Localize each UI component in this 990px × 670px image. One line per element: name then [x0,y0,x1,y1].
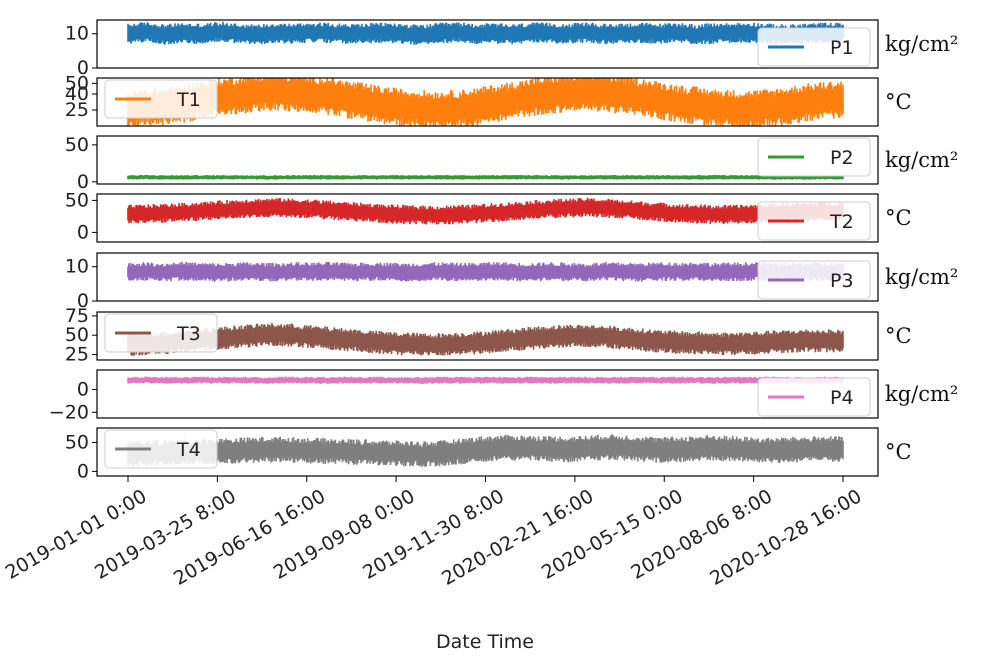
legend-p2: P2 [758,138,870,176]
series-t3-trace [128,323,843,356]
y-tick-label: −20 [49,401,89,423]
series-p3-trace [128,262,843,282]
legend-label: P1 [830,37,854,59]
series-t4-trace [128,434,843,467]
unit-label: °C [885,440,912,464]
legend-label: T4 [176,439,201,461]
unit-label: kg/cm² [885,265,958,289]
y-tick-label: 50 [65,431,89,453]
unit-label: °C [885,206,912,230]
y-tick-label: 50 [65,189,89,211]
legend-label: P3 [830,270,854,292]
panel-t2: 0 50 °C T2 [65,189,912,243]
series-p4-trace [128,377,843,384]
series-t1-trace [128,73,843,128]
y-tick-label: 50 [65,134,89,156]
unit-label: °C [885,90,912,114]
legend-t2: T2 [758,202,870,240]
y-tick-label: 10 [65,23,89,45]
legend-t1: T1 [105,80,217,118]
legend-label: T2 [829,211,854,233]
series-t2-trace [128,198,843,225]
x-tick-label: 2020-10-28 16:00 [706,485,865,590]
legend-t4: T4 [105,430,217,468]
unit-label: kg/cm² [885,148,958,172]
legend-p4: P4 [758,378,870,416]
x-axis-label: Date Time [436,631,534,653]
unit-label: kg/cm² [885,382,958,406]
panel-t4: 0 50 °C T4 [65,428,912,482]
y-tick-label: 10 [65,256,89,278]
legend-label: T1 [176,89,201,111]
y-tick-label: 0 [77,378,89,400]
x-tick-label: 2020-02-21 16:00 [438,485,597,590]
x-tick-label: 2019-01-01 0:00 [2,485,151,584]
panel-p4: −200 kg/cm² P4 [49,370,958,423]
y-tick-label: 50 [65,72,89,94]
series-p3-line [128,271,843,272]
unit-label: kg/cm² [885,32,958,56]
legend-p1: P1 [758,28,870,66]
series-p2-trace [128,175,843,180]
legend-p3: P3 [758,261,870,299]
y-tick-label: 0 [77,221,89,243]
legend-label: P2 [830,147,854,169]
y-tick-label: 25 [65,344,89,366]
y-tick-label: 50 [65,324,89,346]
unit-label: °C [885,324,912,348]
x-tick-label: 2019-06-16 16:00 [170,485,329,590]
series-p1-trace [128,22,843,45]
y-tick-label: 0 [77,460,89,482]
y-tick-label: 75 [65,305,89,327]
legend-label: T3 [176,323,201,345]
legend-t3: T3 [105,314,217,352]
legend-label: P4 [830,387,854,409]
